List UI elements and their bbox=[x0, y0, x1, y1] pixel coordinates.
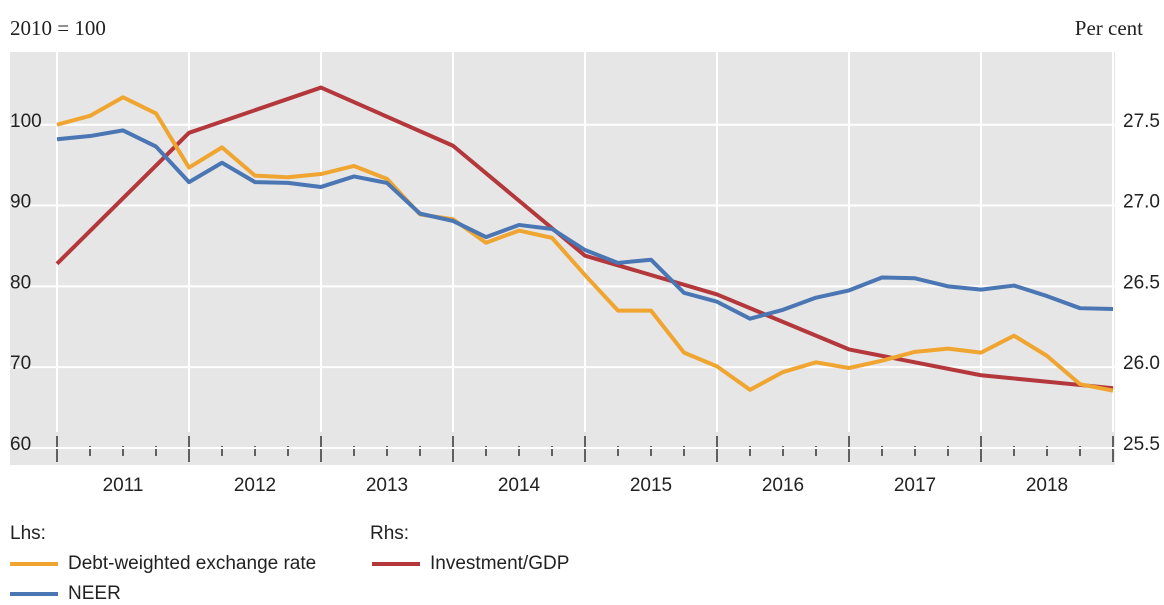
x-tick-label: 2016 bbox=[762, 475, 804, 496]
y2-tick-label: 27.5 bbox=[1123, 111, 1160, 132]
plot-background bbox=[10, 52, 1115, 465]
y-axis-label: 2010 = 100 bbox=[10, 16, 106, 40]
y-tick-label: 80 bbox=[10, 272, 31, 293]
y-tick-label: 90 bbox=[10, 192, 31, 213]
line-series bbox=[55, 85, 1114, 391]
y2-tick-label: 26.5 bbox=[1123, 272, 1160, 293]
legend-title: Lhs: bbox=[10, 523, 46, 544]
x-tick-label: 2014 bbox=[498, 475, 541, 496]
y-tick-label: 60 bbox=[10, 434, 31, 455]
x-tick-label: 2015 bbox=[630, 475, 672, 496]
legend-label: Debt-weighted exchange rate bbox=[68, 553, 316, 574]
line-series bbox=[56, 95, 1114, 393]
x-tick-label: 2012 bbox=[234, 475, 276, 496]
y2-axis-label: Per cent bbox=[1075, 16, 1143, 40]
y-tick-label: 100 bbox=[10, 111, 42, 132]
x-tick-label: 2017 bbox=[894, 475, 936, 496]
legend-label: Investment/GDP bbox=[430, 553, 569, 574]
y2-tick-label: 25.5 bbox=[1123, 434, 1160, 455]
legend-label: NEER bbox=[68, 583, 121, 604]
x-tick-label: 2013 bbox=[366, 475, 408, 496]
line-series bbox=[56, 128, 1114, 321]
x-tick-label: 2018 bbox=[1026, 475, 1068, 496]
y-tick-label: 70 bbox=[10, 353, 31, 374]
legend-title: Rhs: bbox=[370, 523, 409, 544]
y2-tick-label: 27.0 bbox=[1123, 192, 1160, 213]
x-tick-label: 2011 bbox=[103, 475, 144, 496]
y2-tick-label: 26.0 bbox=[1123, 353, 1160, 374]
